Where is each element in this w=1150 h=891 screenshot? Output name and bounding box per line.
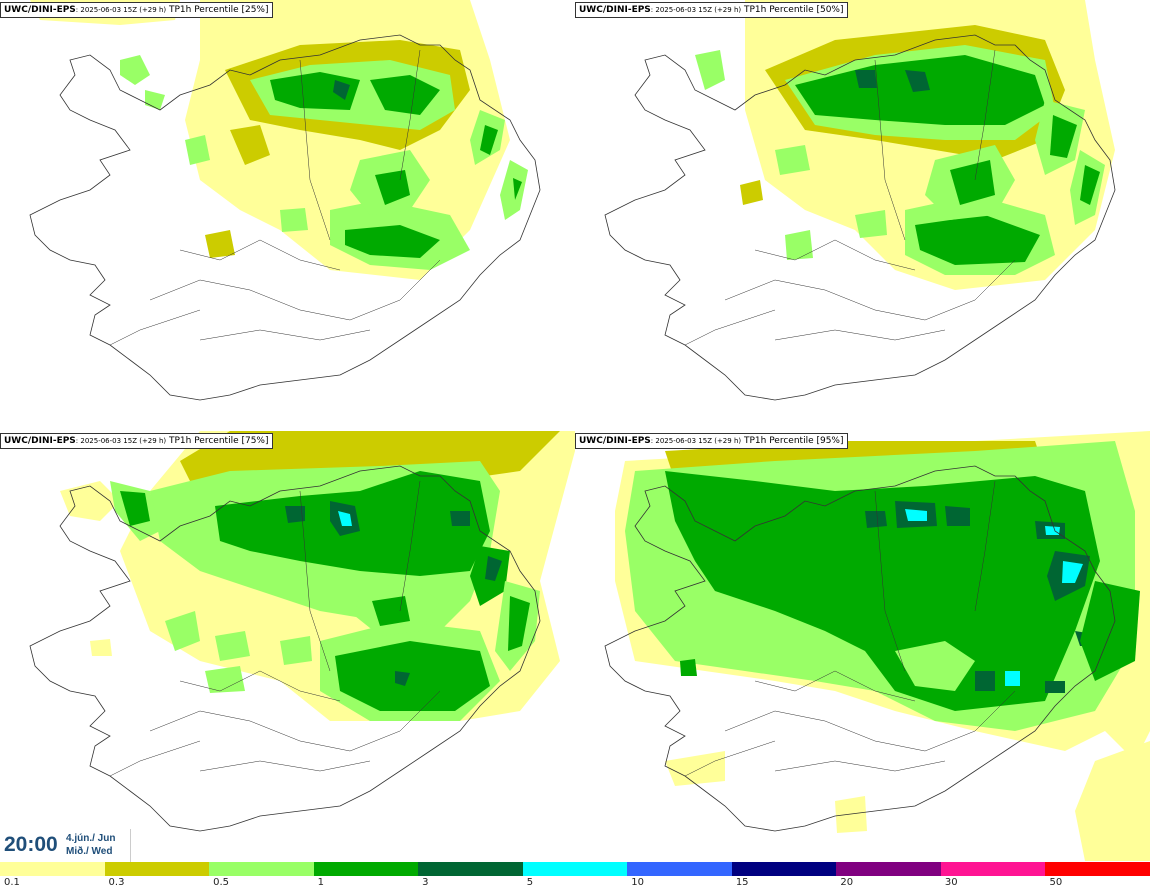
legend-label: 0.1 (4, 877, 20, 888)
map-panel-p25: UWC/DINI-EPS: 2025-06-03 15Z (+29 h) TP1… (0, 0, 575, 430)
legend-swatch (313, 862, 419, 876)
color-legend: 0.1 0.3 0.5 1 3 5 10 15 20 30 50 (0, 862, 1150, 891)
product-label: TP1h Percentile [75%] (166, 436, 269, 446)
legend-label: 0.5 (213, 877, 229, 888)
precip-map-p95 (604, 431, 1150, 861)
legend-swatch (1045, 862, 1150, 876)
precip-map-p50 (604, 0, 1116, 401)
model-source: UWC/DINI-EPS (579, 5, 651, 15)
legend-label: 20 (840, 877, 854, 888)
panel-title: UWC/DINI-EPS: 2025-06-03 15Z (+29 h) TP1… (575, 433, 848, 449)
run-info: : 2025-06-03 15Z (+29 h) (75, 6, 167, 14)
legend-swatch (418, 862, 524, 876)
panel-title: UWC/DINI-EPS: 2025-06-03 15Z (+29 h) TP1… (575, 2, 848, 18)
legend-label: 3 (422, 877, 429, 888)
legend-swatch (836, 862, 942, 876)
valid-time-box: 20:00 4.jún./ Jun Mið./ Wed (0, 829, 131, 862)
product-label: TP1h Percentile [95%] (741, 436, 844, 446)
iceland-coastline (29, 34, 541, 401)
precip-map-p25 (29, 0, 541, 401)
precip-shading (615, 431, 1150, 861)
precip-shading (30, 0, 528, 280)
run-info: : 2025-06-03 15Z (+29 h) (650, 6, 742, 14)
precip-map-p75 (29, 431, 575, 832)
precip-shading (695, 0, 1115, 290)
precip-shading (60, 431, 575, 721)
iceland-coastline (604, 34, 1116, 401)
valid-weekday: Mið./ Wed (66, 846, 113, 857)
map-panel-p95: UWC/DINI-EPS: 2025-06-03 15Z (+29 h) TP1… (575, 431, 1150, 861)
model-source: UWC/DINI-EPS (4, 436, 76, 446)
legend-label: 5 (526, 877, 534, 888)
legend-swatch (627, 862, 733, 876)
legend-swatch (104, 862, 210, 876)
product-label: TP1h Percentile [25%] (166, 5, 269, 15)
legend-label: 10 (631, 877, 644, 888)
legend-label: 0.3 (108, 877, 125, 888)
legend-swatch (209, 862, 315, 876)
legend-label: 30 (944, 877, 958, 888)
run-info: : 2025-06-03 15Z (+29 h) (650, 437, 742, 445)
legend-swatch (522, 862, 628, 876)
legend-label: 1 (317, 877, 324, 888)
legend-label: 15 (735, 877, 749, 888)
map-panel-p50: UWC/DINI-EPS: 2025-06-03 15Z (+29 h) TP1… (575, 0, 1150, 430)
product-label: TP1h Percentile [50%] (741, 5, 844, 15)
panel-title: UWC/DINI-EPS: 2025-06-03 15Z (+29 h) TP1… (0, 433, 273, 449)
valid-date: 4.jún./ Jun (66, 833, 116, 844)
iceland-coastline (29, 465, 541, 832)
legend-swatch (731, 862, 837, 876)
model-source: UWC/DINI-EPS (4, 5, 76, 15)
valid-time: 20:00 (4, 833, 58, 856)
panel-title: UWC/DINI-EPS: 2025-06-03 15Z (+29 h) TP1… (0, 2, 273, 18)
legend-swatch (0, 862, 106, 876)
run-info: : 2025-06-03 15Z (+29 h) (75, 437, 167, 445)
model-source: UWC/DINI-EPS (579, 436, 651, 446)
legend-swatch (940, 862, 1046, 876)
legend-label: 50 (1049, 877, 1063, 888)
map-panel-p75: UWC/DINI-EPS: 2025-06-03 15Z (+29 h) TP1… (0, 431, 575, 861)
iceland-coastline (604, 465, 1116, 832)
